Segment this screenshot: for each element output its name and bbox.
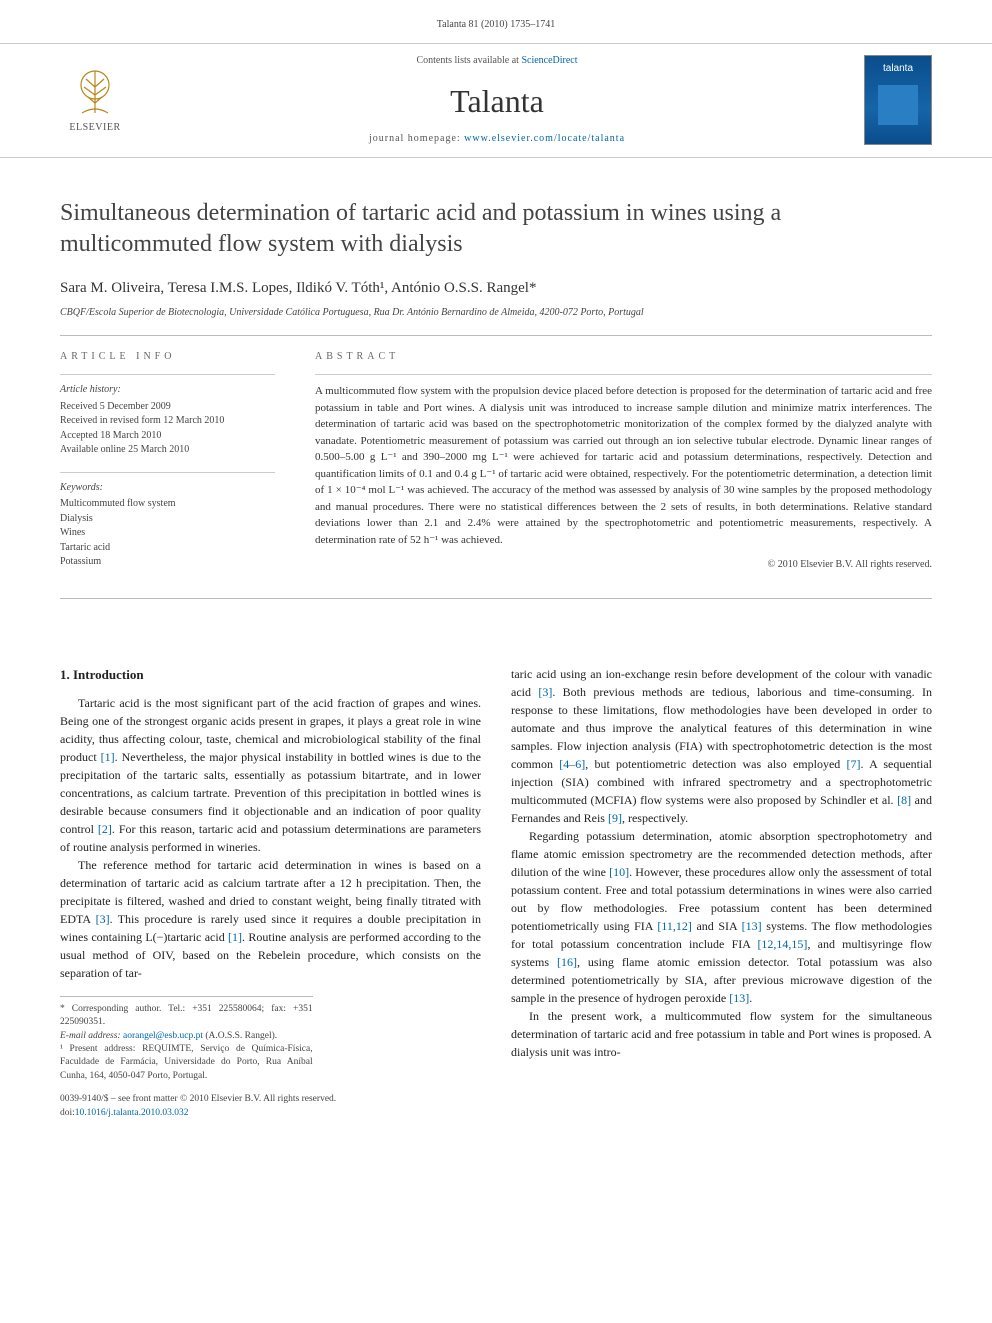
citation-link[interactable]: [16]	[557, 955, 577, 969]
article-title: Simultaneous determination of tartaric a…	[60, 198, 932, 260]
history-item: Received 5 December 2009	[60, 400, 275, 415]
divider	[60, 335, 932, 336]
body-two-column: 1. Introduction Tartaric acid is the mos…	[0, 665, 992, 1083]
doi-line: doi:10.1016/j.talanta.2010.03.032	[60, 1107, 932, 1121]
history-item: Accepted 18 March 2010	[60, 429, 275, 444]
issn-line: 0039-9140/$ – see front matter © 2010 El…	[60, 1093, 932, 1107]
citation-link[interactable]: [9]	[608, 811, 622, 825]
journal-cover-graphic	[878, 85, 918, 125]
abstract-copyright: © 2010 Elsevier B.V. All rights reserved…	[315, 558, 932, 573]
info-abstract-row: article info Article history: Received 5…	[60, 350, 932, 584]
email-label: E-mail address:	[60, 1031, 123, 1041]
elsevier-tree-icon	[68, 65, 122, 119]
corresponding-email-link[interactable]: aorangel@esb.ucp.pt	[123, 1031, 203, 1041]
citation-link[interactable]: [8]	[897, 793, 911, 807]
journal-homepage-line: journal homepage: www.elsevier.com/locat…	[150, 132, 844, 147]
email-line: E-mail address: aorangel@esb.ucp.pt (A.O…	[60, 1030, 313, 1043]
left-column: 1. Introduction Tartaric acid is the mos…	[60, 665, 481, 1083]
citation-link[interactable]: [3]	[538, 685, 552, 699]
authors-line: Sara M. Oliveira, Teresa I.M.S. Lopes, I…	[60, 278, 932, 300]
keywords-block: Keywords: Multicommuted flow system Dial…	[60, 472, 275, 570]
keyword: Wines	[60, 526, 275, 541]
journal-cover-thumbnail: talanta	[864, 55, 932, 145]
abstract-label: abstract	[315, 350, 932, 365]
sciencedirect-link[interactable]: ScienceDirect	[521, 55, 577, 66]
keywords-heading: Keywords:	[60, 481, 275, 496]
masthead-center: Contents lists available at ScienceDirec…	[150, 54, 844, 147]
citation-link[interactable]: [1]	[228, 930, 242, 944]
journal-cover-label: talanta	[883, 62, 913, 77]
journal-homepage-link[interactable]: www.elsevier.com/locate/talanta	[464, 133, 625, 144]
body-paragraph: Tartaric acid is the most significant pa…	[60, 694, 481, 856]
contents-prefix: Contents lists available at	[416, 55, 521, 66]
keyword: Dialysis	[60, 512, 275, 527]
citation-link[interactable]: [3]	[96, 912, 110, 926]
article-history-block: Article history: Received 5 December 200…	[60, 374, 275, 458]
running-head: Talanta 81 (2010) 1735–1741	[0, 0, 992, 43]
article-info-label: article info	[60, 350, 275, 365]
keyword: Multicommuted flow system	[60, 497, 275, 512]
abstract-text: A multicommuted flow system with the pro…	[315, 383, 932, 548]
citation-link[interactable]: [7]	[847, 757, 861, 771]
body-paragraph: In the present work, a multicommuted flo…	[511, 1007, 932, 1061]
citation-link[interactable]: [13]	[729, 991, 749, 1005]
keyword: Tartaric acid	[60, 541, 275, 556]
citation-link[interactable]: [4–6]	[559, 757, 585, 771]
contents-available-line: Contents lists available at ScienceDirec…	[150, 54, 844, 69]
email-owner: (A.O.S.S. Rangel).	[203, 1031, 277, 1041]
corresponding-author-note: * Corresponding author. Tel.: +351 22558…	[60, 1003, 313, 1030]
citation-link[interactable]: [13]	[742, 919, 762, 933]
body-paragraph: taric acid using an ion-exchange resin b…	[511, 665, 932, 827]
history-heading: Article history:	[60, 383, 275, 398]
publisher-name: ELSEVIER	[69, 121, 120, 136]
footnotes-block: * Corresponding author. Tel.: +351 22558…	[60, 996, 313, 1083]
history-item: Received in revised form 12 March 2010	[60, 414, 275, 429]
citation-link[interactable]: [10]	[609, 865, 629, 879]
divider	[60, 598, 932, 599]
citation-link[interactable]: [11,12]	[657, 919, 692, 933]
present-address-note: ¹ Present address: REQUIMTE, Serviço de …	[60, 1043, 313, 1083]
article-front-matter: Simultaneous determination of tartaric a…	[0, 158, 992, 643]
doi-link[interactable]: 10.1016/j.talanta.2010.03.032	[75, 1108, 189, 1118]
homepage-prefix: journal homepage:	[369, 133, 464, 144]
history-item: Available online 25 March 2010	[60, 443, 275, 458]
keyword: Potassium	[60, 555, 275, 570]
citation-link[interactable]: [12,14,15]	[757, 937, 807, 951]
citation-link[interactable]: [1]	[101, 750, 115, 764]
abstract-column: abstract A multicommuted flow system wit…	[315, 350, 932, 584]
body-paragraph: The reference method for tartaric acid d…	[60, 856, 481, 982]
page-footer: 0039-9140/$ – see front matter © 2010 El…	[0, 1083, 992, 1151]
journal-title: Talanta	[150, 78, 844, 124]
section-heading-introduction: 1. Introduction	[60, 665, 481, 685]
doi-label: doi:	[60, 1108, 75, 1118]
body-paragraph: Regarding potassium determination, atomi…	[511, 827, 932, 1007]
masthead: ELSEVIER Contents lists available at Sci…	[0, 43, 992, 158]
citation-link[interactable]: [2]	[98, 822, 112, 836]
publisher-logo: ELSEVIER	[60, 61, 130, 139]
right-column: taric acid using an ion-exchange resin b…	[511, 665, 932, 1083]
affiliation: CBQF/Escola Superior de Biotecnologia, U…	[60, 306, 932, 321]
article-info-column: article info Article history: Received 5…	[60, 350, 275, 584]
